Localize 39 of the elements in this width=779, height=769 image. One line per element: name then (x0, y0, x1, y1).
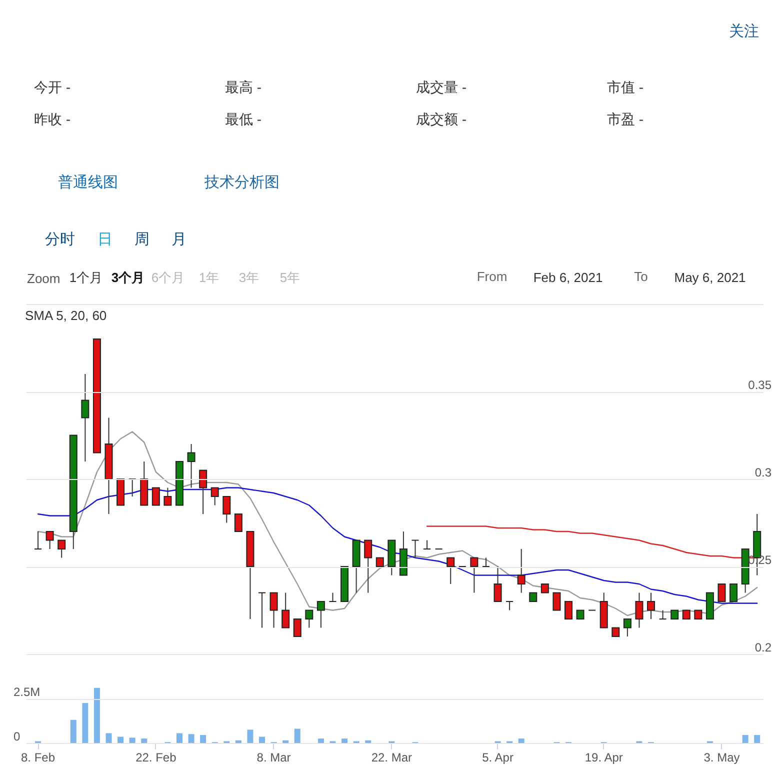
x-tick-label: 22. Feb (136, 750, 177, 764)
y-tick-label: 2.5M (14, 685, 40, 699)
text: 6个月 (151, 270, 185, 285)
text: 分时 (45, 231, 75, 248)
x-tick-label: 8. Feb (21, 750, 56, 764)
text: 最高 - (225, 79, 262, 95)
text: 昨收 - (34, 111, 71, 127)
y-tick-label: 0.2 (754, 640, 772, 654)
text: 日 (98, 231, 112, 248)
text: 3个月 (111, 270, 145, 285)
text: To (634, 269, 648, 284)
annotation: SMA 5, 20, 60 (25, 308, 107, 323)
text: Feb 6, 2021 (533, 270, 603, 285)
text: 关注 (729, 23, 759, 40)
text: 市盈 - (607, 111, 644, 127)
text: 最低 - (225, 111, 262, 127)
y-tick-label: 0 (14, 730, 20, 744)
text: 1个月 (69, 270, 103, 285)
text: 市值 - (607, 79, 644, 95)
x-tick-label: 3. May (704, 750, 740, 764)
text: 月 (172, 231, 186, 248)
text: May 6, 2021 (674, 270, 746, 285)
text: 周 (134, 231, 150, 248)
text: 3年 (238, 270, 260, 285)
text: Zoom (27, 271, 60, 286)
text: 成交额 - (416, 111, 467, 127)
x-tick-label: 5. Apr (482, 750, 514, 764)
text: From (476, 269, 508, 284)
text: 1年 (198, 270, 220, 285)
text: 技术分析图 (204, 174, 280, 191)
x-tick-label: 8. Mar (256, 750, 291, 764)
text: 5年 (280, 270, 300, 285)
text: 成交量 - (416, 79, 467, 95)
y-tick-label: 0.35 (748, 378, 772, 392)
x-tick-label: 19. Apr (584, 750, 623, 764)
text: 今开 - (34, 79, 71, 95)
x-tick-label: 22. Mar (371, 750, 412, 764)
y-tick-label: 0.3 (754, 466, 772, 480)
text: 普通线图 (58, 174, 118, 191)
